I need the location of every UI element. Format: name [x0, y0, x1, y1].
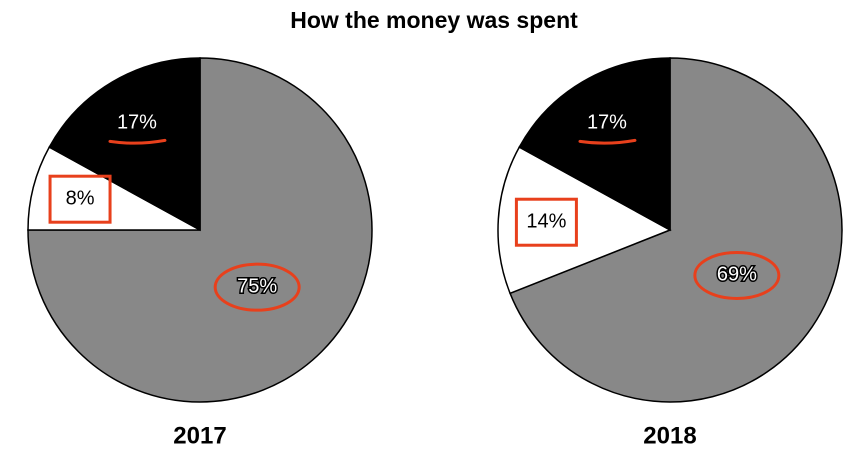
data-label: 75%	[237, 275, 277, 297]
pie-slice	[497, 146, 672, 295]
annotation-box	[48, 174, 112, 224]
data-label: 17%	[587, 112, 627, 134]
pie-title: 2017	[173, 422, 226, 449]
annotation-ellipse	[213, 262, 301, 312]
annotation-underline	[108, 138, 167, 145]
annotation-ellipse	[693, 250, 781, 300]
data-label: 69%	[717, 264, 757, 286]
data-label: 17%	[117, 112, 157, 134]
data-label: 14%	[526, 211, 566, 233]
pie-slice	[509, 57, 843, 403]
data-label: 8%	[66, 187, 95, 209]
chart-title: How the money was spent	[290, 7, 578, 33]
pie-title: 2018	[643, 422, 696, 449]
annotation-box	[514, 197, 578, 247]
annotation-underline	[578, 138, 637, 145]
